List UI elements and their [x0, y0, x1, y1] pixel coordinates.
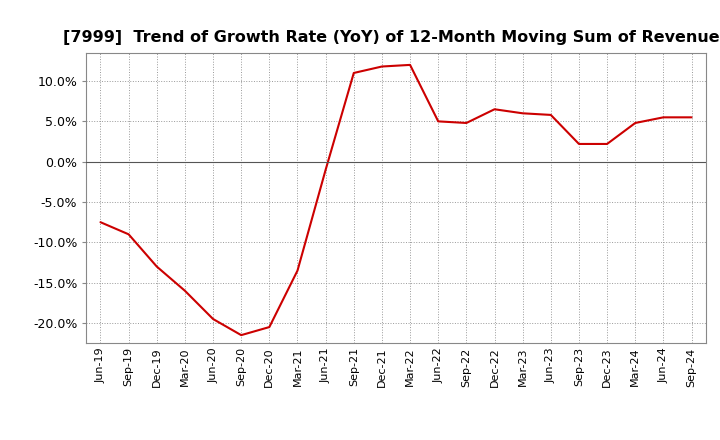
Title: [7999]  Trend of Growth Rate (YoY) of 12-Month Moving Sum of Revenues: [7999] Trend of Growth Rate (YoY) of 12-… [63, 29, 720, 45]
